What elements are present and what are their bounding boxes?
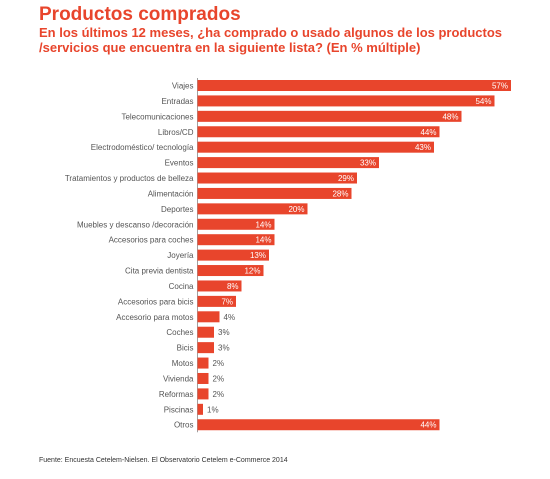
bar xyxy=(197,265,264,277)
bar xyxy=(197,388,209,400)
category-label: Telecomunicaciones xyxy=(121,112,193,121)
category-label: Bicis xyxy=(177,344,194,353)
category-label: Piscinas xyxy=(164,405,194,414)
data-label: 3% xyxy=(218,328,230,337)
bar xyxy=(197,157,379,169)
category-label: Cita previa dentista xyxy=(125,267,194,276)
data-label: 7% xyxy=(221,297,233,306)
category-label: Muebles y descanso /decoración xyxy=(77,220,194,229)
data-label: 2% xyxy=(213,374,225,383)
category-label: Viajes xyxy=(172,82,194,91)
bar xyxy=(197,110,462,122)
bar xyxy=(197,126,440,138)
bar xyxy=(197,357,209,369)
category-label: Tratamientos y productos de belleza xyxy=(65,174,194,183)
category-label: Accesorios para coches xyxy=(109,236,194,245)
data-label: 2% xyxy=(213,359,225,368)
data-label: 28% xyxy=(332,189,348,198)
data-label: 29% xyxy=(338,174,354,183)
category-label: Alimentación xyxy=(148,189,194,198)
bar xyxy=(197,311,220,323)
bar xyxy=(197,234,275,246)
category-label: Cocina xyxy=(169,282,194,291)
data-label: 57% xyxy=(492,82,508,91)
data-label: 14% xyxy=(255,220,271,229)
category-label: Deportes xyxy=(161,205,193,214)
data-label: 4% xyxy=(224,313,236,322)
category-label: Coches xyxy=(166,328,193,337)
category-label: Eventos xyxy=(165,159,194,168)
bar xyxy=(197,372,209,384)
data-label: 54% xyxy=(475,97,491,106)
data-label: 44% xyxy=(420,128,436,137)
category-label: Vivienda xyxy=(163,374,194,383)
data-label: 12% xyxy=(244,267,260,276)
category-label: Otros xyxy=(174,421,194,430)
bar xyxy=(197,203,308,215)
bar xyxy=(197,172,357,184)
data-label: 33% xyxy=(360,159,376,168)
category-label: Motos xyxy=(172,359,194,368)
category-label: Libros/CD xyxy=(158,128,194,137)
category-label: Accesorios para bicis xyxy=(118,297,194,306)
bar xyxy=(197,95,495,107)
bar xyxy=(197,403,203,415)
data-label: 2% xyxy=(213,390,225,399)
data-label: 3% xyxy=(218,344,230,353)
bar xyxy=(197,419,440,431)
bar xyxy=(197,280,242,292)
data-label: 44% xyxy=(420,421,436,430)
bar xyxy=(197,187,352,199)
data-label: 48% xyxy=(442,112,458,121)
category-label: Accesorio para motos xyxy=(116,313,193,322)
data-label: 20% xyxy=(288,205,304,214)
data-label: 8% xyxy=(227,282,239,291)
bar xyxy=(197,141,434,153)
category-label: Joyería xyxy=(167,251,194,260)
chart-title: Productos comprados xyxy=(39,4,241,25)
bar xyxy=(197,249,269,261)
data-label: 43% xyxy=(415,143,431,152)
data-label: 14% xyxy=(255,236,271,245)
chart-subtitle: En los últimos 12 meses, ¿ha comprado o … xyxy=(39,25,503,55)
bar xyxy=(197,295,236,307)
bar xyxy=(197,326,214,338)
source-note: Fuente: Encuesta Cetelem-Nielsen. El Obs… xyxy=(39,457,288,464)
data-label: 1% xyxy=(207,405,219,414)
category-label: Entradas xyxy=(161,97,193,106)
bar xyxy=(197,218,275,230)
bar xyxy=(197,80,511,91)
category-label: Reformas xyxy=(159,390,194,399)
bar xyxy=(197,342,214,354)
data-label: 13% xyxy=(250,251,266,260)
category-label: Electrodoméstico/ tecnología xyxy=(91,143,194,152)
